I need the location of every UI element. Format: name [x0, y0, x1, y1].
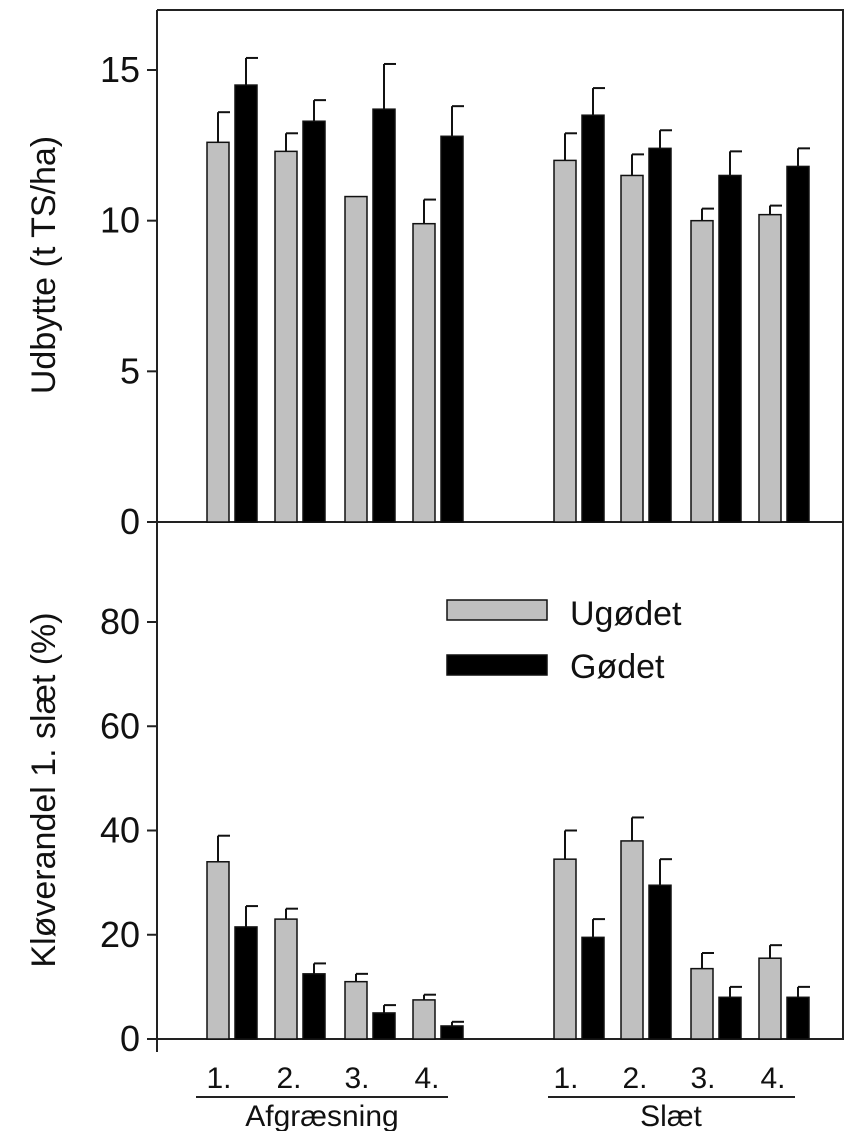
legend: Ugødet Gødet	[446, 595, 682, 686]
y-tick-label: 5	[120, 350, 140, 391]
x-tick-label: 1.	[553, 1062, 578, 1095]
legend-label-ugodet: Ugødet	[570, 595, 682, 633]
bar-godet	[234, 926, 258, 1040]
bottom-y-axis-label: Kløverandel 1. slæt (%)	[25, 612, 63, 967]
x-tick-label: 3.	[344, 1062, 369, 1095]
y-tick-label: 10	[100, 200, 140, 241]
y-tick-label: 0	[120, 1018, 140, 1059]
y-tick-label: 40	[100, 810, 140, 851]
top-panel-bars	[206, 56, 810, 523]
x-tick-label: 2.	[276, 1062, 301, 1095]
bar-ugodet	[620, 840, 644, 1040]
legend-swatch-ugodet	[446, 599, 548, 621]
bar-ugodet	[553, 858, 577, 1040]
bar-ugodet	[620, 174, 644, 523]
bar-godet	[302, 120, 326, 523]
x-tick-label: 4.	[414, 1062, 439, 1095]
bar-godet	[372, 108, 396, 523]
bar-ugodet	[344, 195, 368, 523]
x-axis-labels: 1. 2. 3. 4. 1. 2. 3. 4. Afgræsning Slæt	[196, 1062, 795, 1131]
x-tick-label: 1.	[206, 1062, 231, 1095]
top-y-axis-label: Udbytte (t TS/ha)	[25, 136, 63, 394]
x-tick-label: 4.	[760, 1062, 785, 1095]
top-y-ticks: 0 5 10 15	[100, 49, 157, 542]
legend-label-godet: Gødet	[570, 648, 665, 686]
bar-godet	[302, 973, 326, 1040]
bar-godet	[440, 1025, 464, 1040]
x-tick-label: 3.	[690, 1062, 715, 1095]
legend-swatch-godet	[446, 654, 548, 676]
y-tick-label: 15	[100, 49, 140, 90]
y-tick-label: 0	[120, 501, 140, 542]
bar-ugodet	[206, 141, 230, 523]
group-label-afgraesning: Afgræsning	[245, 1100, 398, 1131]
bar-ugodet	[274, 150, 298, 523]
bar-ugodet	[344, 980, 368, 1040]
bar-ugodet	[758, 213, 782, 523]
y-tick-label: 60	[100, 705, 140, 746]
bar-godet	[440, 135, 464, 523]
bar-godet	[786, 996, 810, 1040]
bar-godet	[372, 1012, 396, 1040]
bar-godet	[786, 165, 810, 523]
bar-ugodet	[690, 219, 714, 523]
bar-ugodet	[690, 967, 714, 1040]
bar-godet	[581, 114, 605, 523]
bar-ugodet	[412, 222, 436, 523]
group-label-slaet: Slæt	[640, 1100, 702, 1131]
bar-godet	[648, 884, 672, 1040]
bar-ugodet	[758, 957, 782, 1040]
bar-ugodet	[206, 861, 230, 1040]
y-tick-label: 80	[100, 601, 140, 642]
bar-ugodet	[412, 999, 436, 1040]
y-tick-label: 20	[100, 914, 140, 955]
bar-ugodet	[274, 918, 298, 1040]
bar-godet	[234, 84, 258, 523]
x-tick-label: 2.	[622, 1062, 647, 1095]
bar-godet	[581, 936, 605, 1040]
bar-godet	[718, 174, 742, 523]
bar-godet	[648, 147, 672, 523]
plot-frame	[156, 9, 844, 1052]
bar-godet	[718, 996, 742, 1040]
bottom-panel-bars	[206, 816, 810, 1040]
bottom-y-ticks: 0 20 40 60 80	[100, 601, 157, 1059]
bar-ugodet	[553, 159, 577, 523]
